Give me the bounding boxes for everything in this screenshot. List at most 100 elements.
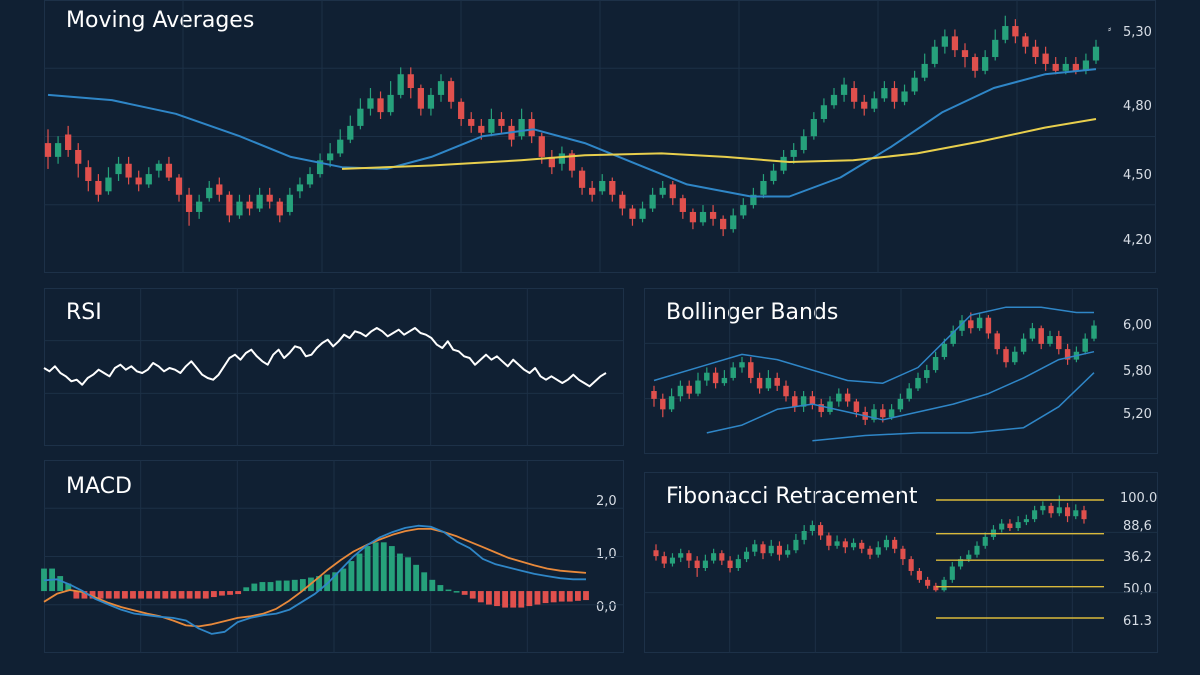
fibonacci-chart — [644, 472, 1158, 653]
bb-candle — [1091, 325, 1097, 339]
macd-histogram-bar — [566, 591, 573, 602]
macd-ytick-label: 1,0 — [596, 547, 617, 562]
ma-candle — [417, 88, 424, 109]
ma-candle — [891, 88, 898, 102]
macd-histogram-bar — [388, 546, 395, 592]
macd-histogram-bar — [130, 591, 136, 599]
ma-ytick-label: 5,30 — [1123, 25, 1152, 40]
ma-candle — [589, 187, 596, 195]
bb-candle — [941, 343, 948, 357]
ma-candle — [861, 101, 868, 109]
ma-candle — [357, 108, 364, 126]
ma-candle — [85, 167, 92, 181]
ma-candle — [961, 50, 969, 58]
ma-candle — [316, 160, 324, 175]
bb-candle — [1056, 336, 1062, 350]
ma-candle — [982, 57, 989, 71]
bb-candle — [1064, 349, 1071, 360]
ma-candle — [1082, 60, 1090, 71]
macd-histogram-bar — [316, 576, 322, 592]
fib-candle — [834, 541, 840, 546]
fib-candle — [1007, 523, 1013, 529]
ma-candle — [266, 194, 273, 202]
macd-histogram-bar — [267, 582, 274, 592]
ma-candle — [720, 218, 727, 230]
ma-candle — [1012, 26, 1019, 37]
ma-candle — [165, 163, 173, 178]
fib-candle — [760, 544, 766, 554]
macd-histogram-bar — [251, 583, 258, 592]
ma-candle — [75, 149, 82, 164]
fib-candle — [1032, 510, 1038, 520]
ma-candle — [437, 81, 445, 95]
bb-candle — [712, 372, 719, 384]
bb-candle — [871, 409, 877, 420]
ma-candle — [871, 98, 878, 109]
bb-candle — [1029, 328, 1036, 339]
ma-candle — [689, 211, 697, 223]
fib-candle — [957, 559, 964, 567]
macd-histogram-bar — [429, 579, 436, 592]
ma-candle — [730, 215, 737, 230]
macd-histogram-bar — [210, 591, 217, 598]
fib-candle — [743, 551, 750, 560]
ma-candle — [306, 174, 314, 185]
bb-candle — [1082, 338, 1088, 352]
macd-histogram-bar — [340, 568, 347, 592]
ma-candle — [296, 184, 304, 192]
fib-candle — [1081, 510, 1087, 520]
ma-candle — [810, 119, 817, 137]
ma-corner-mark: ⸗ — [1108, 24, 1112, 35]
fib-candle — [719, 553, 725, 561]
ma-candle — [1092, 46, 1100, 61]
macd-histogram-bar — [372, 542, 379, 592]
ma-candle — [518, 119, 525, 137]
ma-candle — [1052, 63, 1059, 71]
macd-histogram-bar — [332, 572, 339, 592]
macd-histogram-bar — [494, 591, 500, 607]
macd-histogram-bar — [477, 591, 484, 603]
macd-histogram-bar — [113, 591, 120, 599]
macd-histogram-bar — [178, 591, 185, 599]
ma-candle — [911, 77, 918, 92]
fib-candle — [735, 559, 741, 568]
macd-histogram-bar — [97, 591, 104, 599]
macd-histogram-bar — [146, 591, 153, 599]
rsi-title: RSI — [66, 300, 102, 325]
ma-candle — [881, 88, 888, 99]
macd-histogram-bar — [510, 591, 517, 608]
ma-candle — [1072, 63, 1079, 71]
fib-candle — [694, 560, 700, 568]
ma-candle — [236, 201, 243, 216]
ma-candle — [1032, 46, 1039, 58]
fib-candle — [686, 553, 692, 561]
ma-candle — [619, 194, 626, 209]
macd-histogram-bar — [526, 591, 533, 607]
ma-candle — [115, 163, 122, 175]
fib-candle — [826, 535, 832, 546]
ma-candle — [337, 139, 344, 154]
bb-candle — [677, 385, 684, 397]
macd-histogram-bar — [437, 585, 444, 592]
ma-candle — [669, 184, 676, 199]
ma-candle — [750, 194, 757, 206]
ma-slow-line — [341, 118, 1097, 170]
ma-candle — [377, 98, 384, 113]
ma-candle — [760, 180, 767, 195]
ma-candle — [155, 163, 162, 171]
ma-fast-line — [47, 68, 1097, 198]
ma-ytick-label: 4,50 — [1123, 168, 1152, 183]
macd-histogram-bar — [154, 591, 161, 599]
ma-candle — [347, 125, 354, 140]
fib-candle — [916, 570, 922, 580]
moving-averages-chart — [44, 0, 1156, 273]
ma-candle — [609, 180, 616, 195]
ma-candle — [820, 105, 828, 120]
ma-candle — [629, 208, 636, 219]
ma-candle — [105, 177, 112, 192]
macd-histogram-bar — [550, 591, 557, 603]
bb-candle — [1012, 351, 1018, 363]
macd-histogram-bar — [469, 591, 476, 599]
ma-candle — [1022, 36, 1029, 47]
ma-candle — [427, 94, 435, 109]
